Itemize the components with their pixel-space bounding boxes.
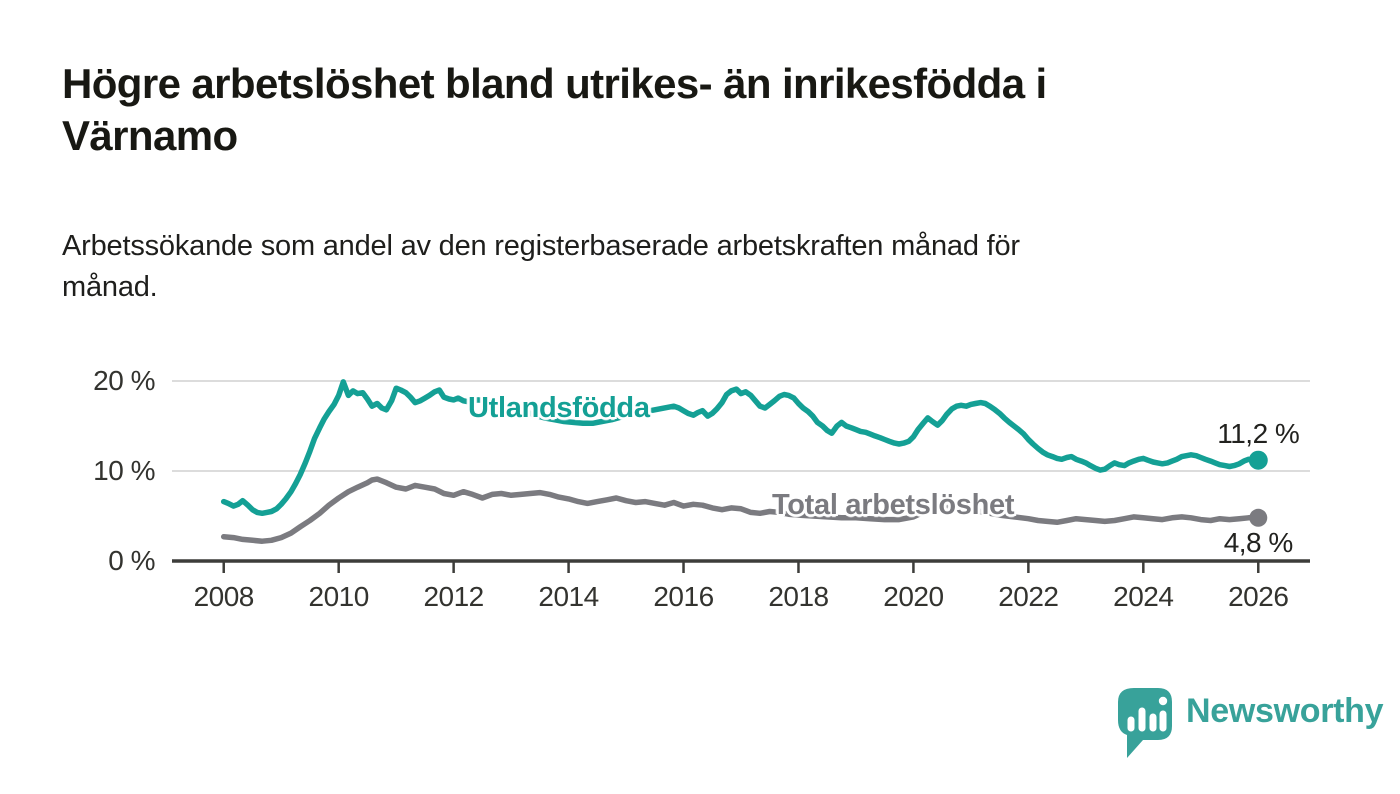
x-axis-label-2008: 2008 — [193, 581, 255, 612]
line-utlandsfodda — [220, 379, 1262, 517]
series-label-total-arbetsloshet: Total arbetslöshet — [772, 489, 1015, 521]
series-label-utlandsfodda: Utlandsfödda — [468, 392, 650, 424]
x-axis — [172, 559, 1310, 573]
end-dot-utlandsfodda — [1248, 450, 1268, 470]
series-end-dots — [1248, 450, 1268, 527]
page-title-line2: Värnamo — [62, 112, 238, 159]
x-axis-label-2022: 2022 — [998, 581, 1059, 612]
newsworthy-wordmark: Newsworthy — [1186, 692, 1384, 730]
gridlines — [172, 380, 1310, 472]
line-total-arbetsloshet — [220, 476, 1262, 544]
x-axis-label-2018: 2018 — [768, 581, 829, 612]
x-axis-label-2016: 2016 — [653, 581, 714, 612]
x-axis-label-2020: 2020 — [883, 581, 944, 612]
end-value-label-utlandsfodda: 11,2 % — [1217, 418, 1300, 450]
end-dot-total-arbetsloshet — [1249, 508, 1268, 527]
x-axis-label-2012: 2012 — [423, 581, 484, 612]
y-axis-label-10-percent: 10 % — [93, 455, 155, 486]
end-value-label-total-arbetsloshet: 4,8 % — [1223, 526, 1294, 558]
x-axis-label-2014: 2014 — [538, 581, 599, 612]
x-axis-label-2010: 2010 — [308, 581, 370, 612]
series-lines — [220, 379, 1262, 544]
chart-subtitle-line2: månad. — [62, 271, 158, 303]
y-axis-label-20-percent: 20 % — [93, 365, 155, 396]
x-axis-label-2026: 2026 — [1228, 581, 1289, 612]
y-axis-label-0-percent: 0 % — [108, 545, 155, 576]
newsworthy-speech-bubble-chart-icon — [1118, 688, 1172, 758]
page-title: Högre arbetslöshet bland utrikes- än inr… — [62, 58, 1262, 162]
page-title-line1: Högre arbetslöshet bland utrikes- än inr… — [62, 60, 1047, 107]
chart-subtitle-line1: Arbetssökande som andel av den registerb… — [62, 230, 1020, 262]
chart-subtitle: Arbetssökande som andel av den registerb… — [62, 226, 1282, 308]
x-axis-label-2024: 2024 — [1113, 581, 1174, 612]
